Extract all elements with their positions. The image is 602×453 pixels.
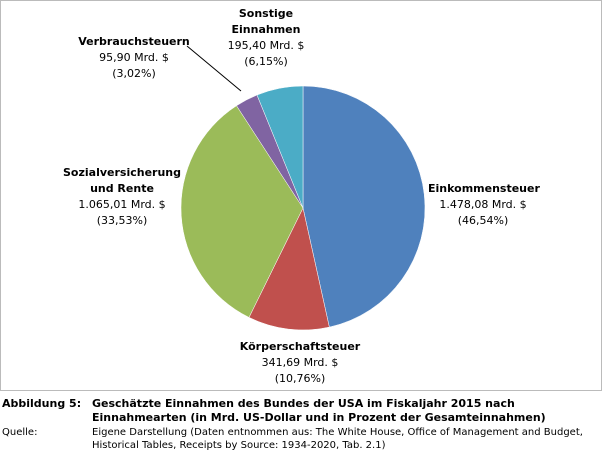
category-name: Sozialversicherung und Rente	[63, 166, 181, 195]
category-name: Sonstige Einnahmen	[231, 7, 301, 36]
pie-slice	[256, 85, 304, 209]
leader-line	[186, 45, 242, 92]
value-label: 1.478,08 Mrd. $	[439, 198, 527, 211]
pie-slice	[180, 105, 304, 318]
source-label: Quelle:	[2, 427, 38, 438]
percent-label: (3,02%)	[112, 67, 156, 80]
caption-title: Geschätzte Einnahmen des Bundes der USA …	[92, 397, 546, 424]
pie-slice	[302, 85, 426, 328]
percent-label: (10,76%)	[274, 372, 326, 385]
percent-label: (6,15%)	[244, 55, 288, 68]
percent-label: (46,54%)	[457, 214, 509, 227]
percent-label: (33,53%)	[96, 214, 148, 227]
value-label: 95,90 Mrd. $	[99, 51, 169, 64]
value-label: 1.065,01 Mrd. $	[78, 198, 166, 211]
value-label: 195,40 Mrd. $	[227, 39, 305, 52]
category-name: Körperschaftsteuer	[239, 340, 361, 353]
caption-label: Abbildung 5:	[2, 397, 82, 410]
slice-label: Körperschaftsteuer 341,69 Mrd. $ (10,76%)	[235, 339, 365, 387]
slice-label: Sonstige Einnahmen 195,40 Mrd. $ (6,15%)	[226, 6, 306, 70]
pie-slice	[248, 207, 330, 331]
slice-label: Sozialversicherung und Rente 1.065,01 Mrd…	[52, 165, 192, 229]
category-name: Verbrauchsteuern	[78, 35, 190, 48]
slice-label: Verbrauchsteuern 95,90 Mrd. $ (3,02%)	[74, 34, 194, 82]
value-label: 341,69 Mrd. $	[261, 356, 339, 369]
category-name: Einkommensteuer	[428, 182, 540, 195]
source-text: Eigene Darstellung (Daten entnommen aus:…	[92, 427, 583, 451]
slice-label: Einkommensteuer 1.478,08 Mrd. $ (46,54%)	[428, 181, 540, 229]
